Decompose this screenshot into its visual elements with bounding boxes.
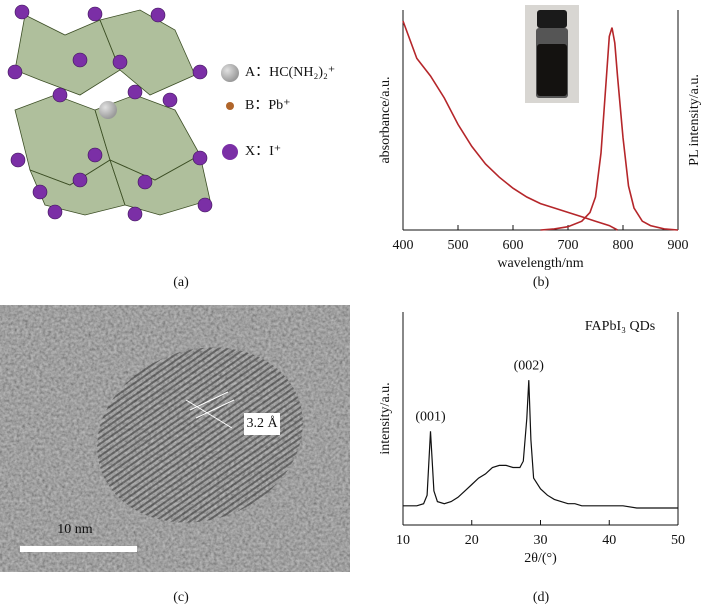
y-axis-label: intensity/a.u. [378,382,393,454]
x-tick-label: 10 [396,533,410,548]
panel-label: (c) [173,590,189,605]
legend-entry: A：HC(NH₂)₂⁺ [245,65,335,80]
x-tick-label: 30 [534,533,548,548]
panel-label: (d) [533,590,550,605]
panel-label: (b) [533,275,550,290]
crystal-structure [7,4,239,222]
x-tick-label: 800 [613,238,634,253]
scale-bar-label: 10 nm [57,522,93,537]
y2-axis-label: PL intensity/a.u. [687,74,702,166]
lattice-label: 3.2 Å [246,415,278,431]
vial-photo [525,5,579,103]
x-tick-label: 50 [671,533,685,548]
x-tick-label: 900 [668,238,689,253]
y-axis-label: absorbance/a.u. [378,76,393,163]
data-line [540,27,679,231]
panel-label: (a) [173,275,189,290]
x-tick-label: 500 [448,238,469,253]
x-tick-label: 700 [558,238,579,253]
data-line [402,20,618,231]
peak-label: (002) [514,358,545,373]
x-axis-label: wavelength/nm [497,256,583,271]
legend-entry: B：Pb⁺ [245,98,291,113]
x-axis-label: 2θ/(°) [524,551,557,566]
x-tick-label: 600 [503,238,524,253]
tem-image [0,305,350,572]
plot-label: FAPbI₃ QDs [585,319,655,334]
x-tick-label: 40 [602,533,616,548]
peak-label: (001) [415,409,446,424]
x-tick-label: 20 [465,533,479,548]
legend-entry: X：I⁺ [245,144,281,159]
x-tick-label: 400 [393,238,414,253]
data-line [403,380,678,509]
